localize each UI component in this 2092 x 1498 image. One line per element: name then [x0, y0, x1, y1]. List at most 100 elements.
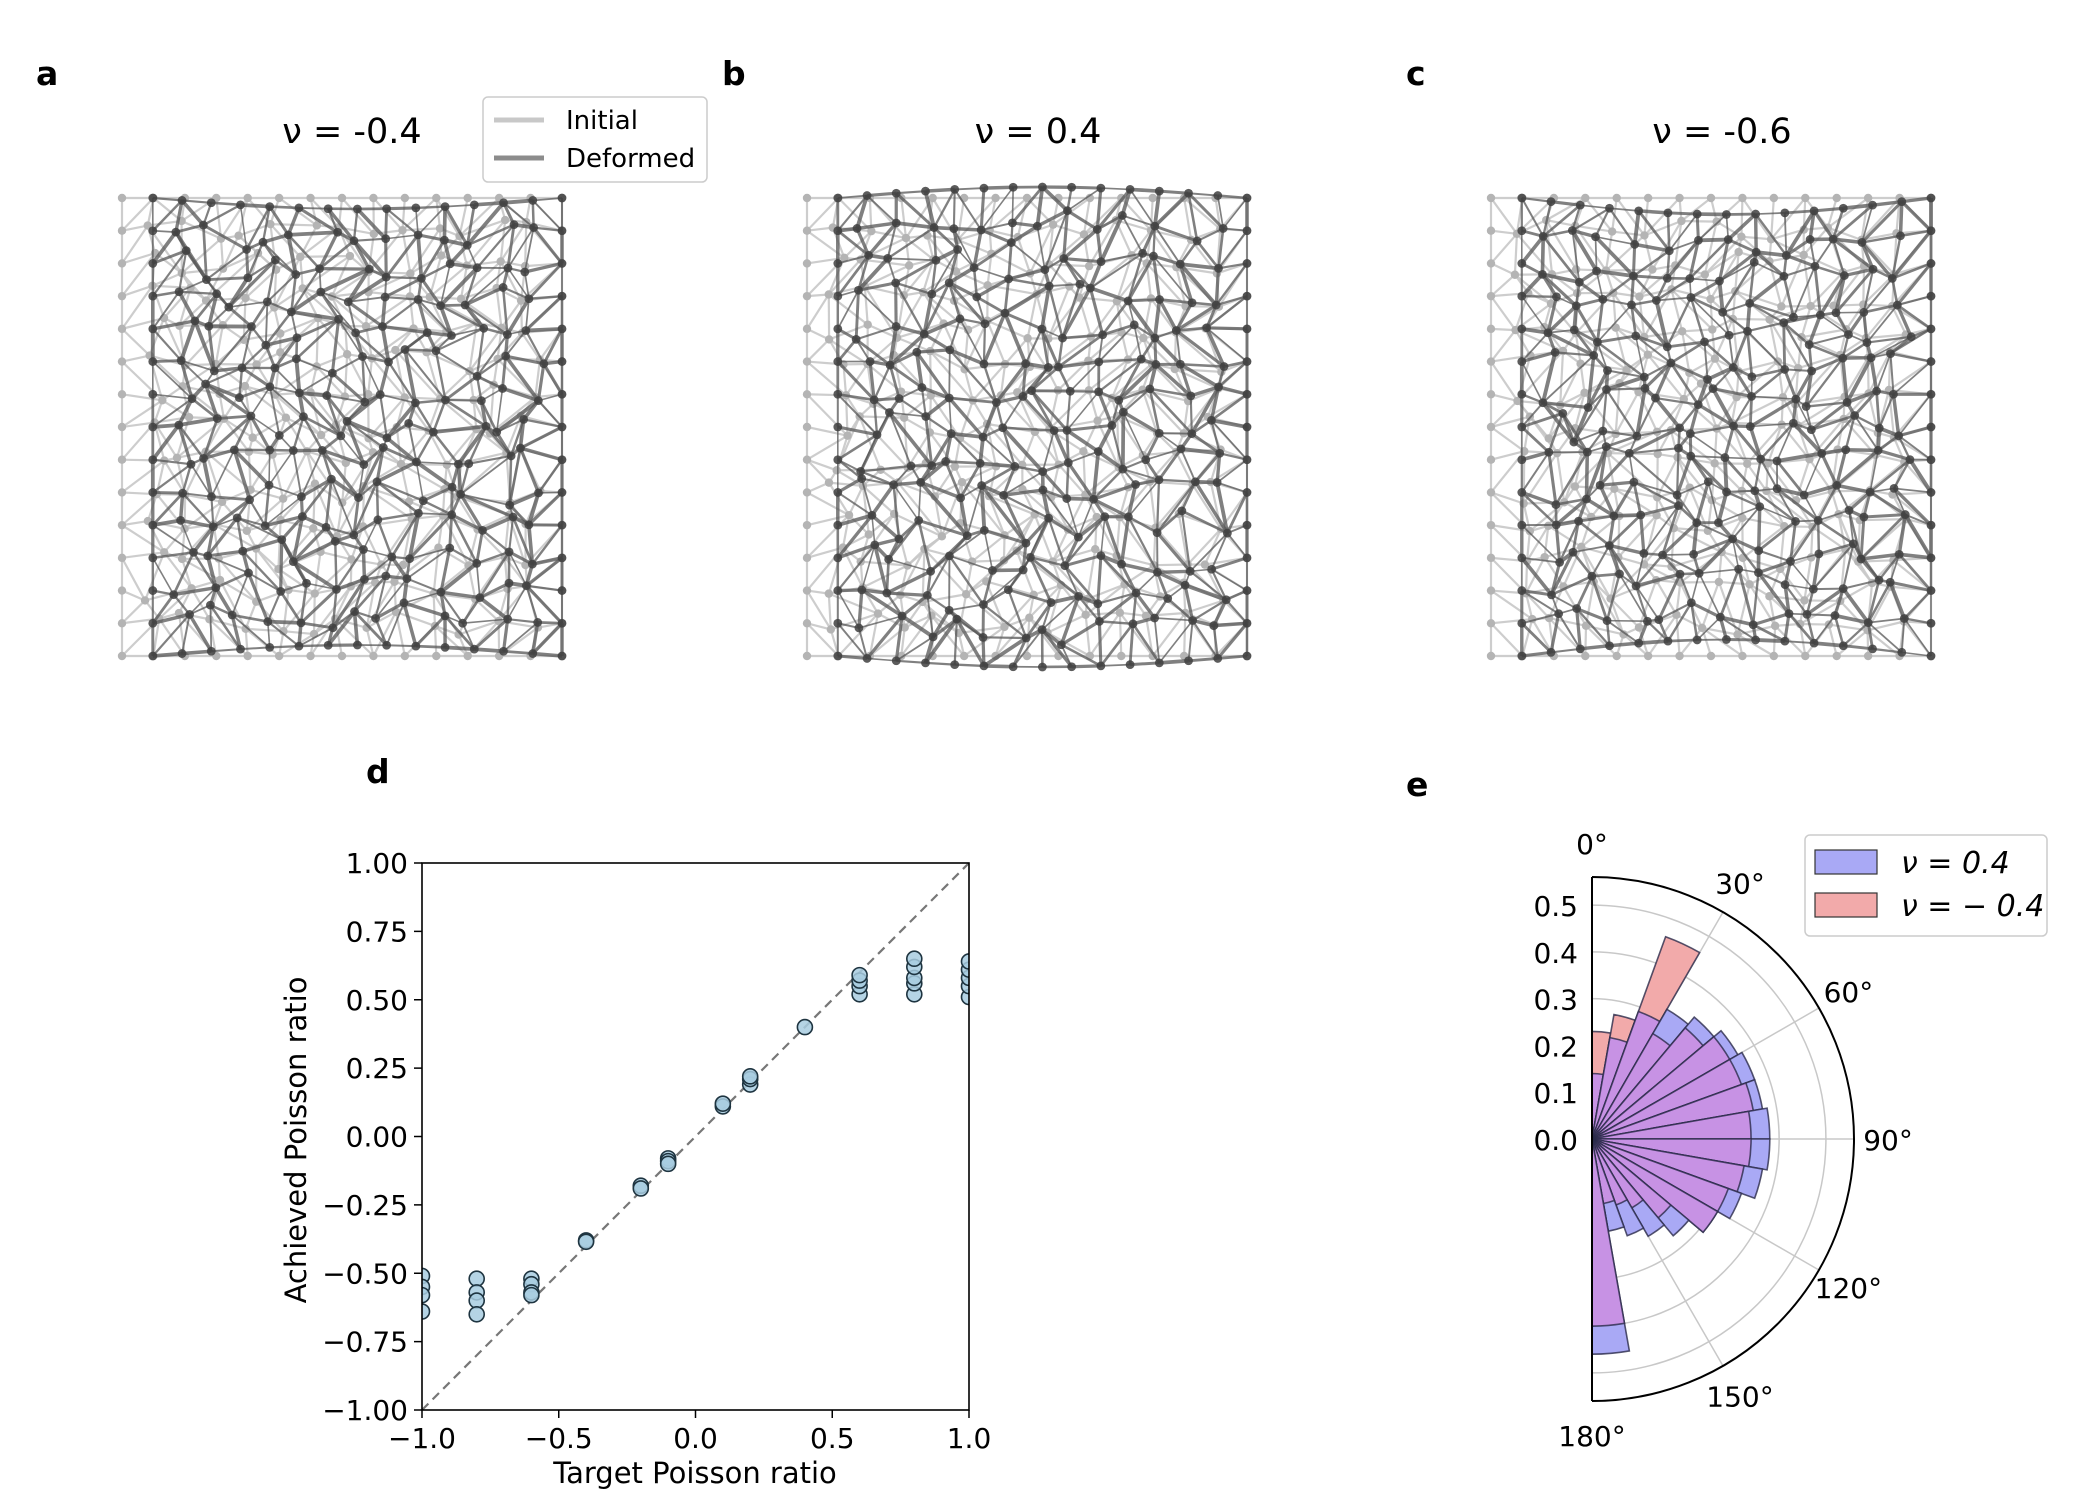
deformed-edge — [1175, 330, 1182, 365]
initial-node — [1643, 193, 1653, 203]
initial-edge — [863, 286, 869, 325]
deformed-edge — [1748, 262, 1756, 304]
deformed-edge — [461, 596, 481, 624]
deformed-edge — [1002, 465, 1017, 496]
deformed-node — [1629, 271, 1638, 281]
deformed-node — [148, 520, 158, 530]
deformed-node — [1037, 324, 1047, 334]
initial-edge — [500, 300, 522, 329]
deformed-edge — [1785, 238, 1811, 257]
deformed-edge — [1898, 553, 1933, 592]
deformed-edge — [1196, 240, 1220, 270]
panel-letter-d: d — [366, 752, 390, 791]
initial-edge — [222, 235, 240, 270]
deformed-node — [187, 394, 197, 404]
deformed-edge — [836, 544, 876, 592]
deformed-edge — [1066, 391, 1100, 431]
deformed-node — [978, 432, 988, 442]
initial-node — [342, 350, 352, 359]
deformed-node — [1096, 551, 1106, 561]
initial-node — [1806, 301, 1815, 311]
initial-node — [363, 390, 373, 399]
initial-node — [159, 548, 169, 557]
deformed-edge — [352, 239, 388, 279]
deformed-edge — [348, 296, 386, 303]
deformed-edge — [1750, 422, 1794, 428]
deformed-edge — [1066, 461, 1095, 501]
deformed-edge — [982, 312, 1007, 365]
deformed-edge — [1758, 549, 1791, 563]
deformed-edge — [1662, 554, 1700, 575]
initial-edge — [1141, 432, 1159, 456]
deformed-edge — [435, 349, 478, 378]
deformed-edge — [1696, 616, 1721, 641]
deformed-edge — [188, 613, 213, 653]
initial-edge — [1057, 359, 1090, 392]
deformed-edge — [1746, 330, 1786, 371]
initial-edge — [446, 428, 478, 466]
deformed-edge — [1542, 272, 1580, 285]
deformed-node — [1873, 445, 1883, 455]
initial-edge — [1734, 290, 1782, 308]
deformed-node — [1926, 193, 1936, 203]
deformed-node — [1092, 225, 1102, 234]
deformed-edge — [1863, 277, 1894, 313]
deformed-node — [148, 193, 158, 203]
deformed-node — [1153, 567, 1162, 577]
deformed-edge — [152, 397, 193, 428]
initial-node — [1552, 448, 1562, 458]
deformed-node — [148, 455, 158, 465]
deformed-edge — [930, 260, 938, 295]
deformed-edge — [1211, 418, 1248, 429]
deformed-edge — [1100, 663, 1131, 667]
deformed-node — [1538, 231, 1548, 241]
initial-edge — [1767, 462, 1797, 501]
deformed-edge — [1783, 313, 1821, 325]
deformed-edge — [386, 644, 416, 648]
deformed-edge — [949, 603, 984, 612]
initial-edge — [1088, 219, 1117, 267]
deformed-edge — [1782, 322, 1813, 372]
initial-node — [1023, 334, 1032, 343]
deformed-edge — [1061, 287, 1092, 339]
deformed-edge — [385, 436, 418, 464]
deformed-edge — [1011, 187, 1014, 223]
deformed-node — [243, 273, 253, 283]
deformed-node — [926, 566, 936, 576]
deformed-edge — [152, 393, 193, 400]
initial-edge — [343, 354, 349, 397]
deformed-edge — [1178, 363, 1193, 397]
deformed-node — [1062, 425, 1072, 435]
deformed-node — [557, 389, 567, 399]
deformed-edge — [379, 394, 388, 439]
deformed-edge — [506, 585, 528, 620]
deformed-node — [265, 643, 275, 652]
deformed-edge — [460, 455, 512, 495]
deformed-edge — [980, 484, 1028, 545]
deformed-edge — [1520, 425, 1550, 454]
deformed-edge — [1637, 210, 1671, 252]
deformed-edge — [459, 492, 514, 519]
initial-edge — [495, 261, 502, 289]
deformed-edge — [1149, 387, 1191, 398]
deformed-node — [1828, 234, 1838, 244]
initial-edge — [273, 269, 278, 308]
deformed-node — [862, 654, 872, 663]
deformed-edge — [213, 325, 253, 372]
initial-edge — [1736, 584, 1751, 635]
deformed-node — [504, 578, 514, 588]
deformed-node — [445, 543, 455, 553]
deformed-edge — [923, 190, 936, 229]
initial-edge — [1083, 197, 1123, 236]
deformed-node — [1213, 654, 1223, 663]
deformed-edge — [865, 615, 904, 660]
deformed-edge — [1065, 391, 1072, 431]
deformed-edge — [302, 416, 324, 451]
initial-node — [1634, 623, 1644, 632]
initial-edge — [1644, 563, 1672, 568]
deformed-edge — [948, 349, 951, 399]
deformed-node — [481, 421, 491, 431]
initial-edge — [282, 482, 316, 500]
deformed-node — [979, 525, 989, 535]
deformed-node — [557, 553, 567, 563]
